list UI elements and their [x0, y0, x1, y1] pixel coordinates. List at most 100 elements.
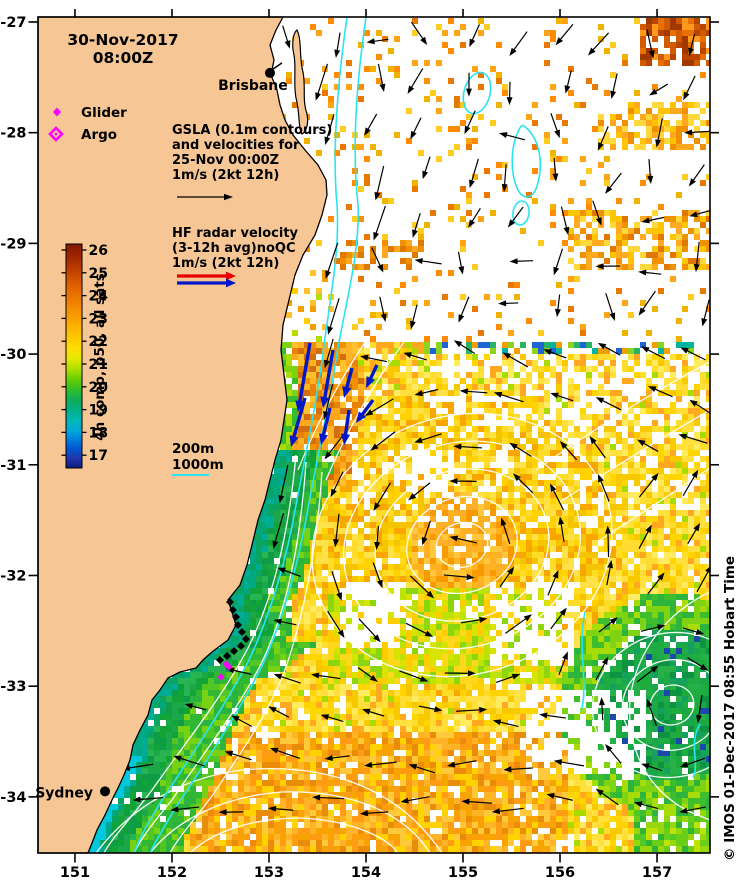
bathymetry-loop [462, 71, 492, 115]
velocity-arrow [597, 342, 607, 350]
velocity-arrow [400, 797, 409, 804]
sst-cells [190, 732, 568, 853]
sst-cells [292, 18, 706, 336]
velocity-arrow [495, 807, 524, 813]
velocity-arrow [470, 158, 479, 185]
velocity-arrow [695, 241, 700, 269]
velocity-arrow [562, 651, 568, 661]
velocity-arrow [506, 97, 513, 106]
velocity-arrow [231, 715, 240, 722]
colorbar-tick-label: 17 [89, 448, 108, 464]
sst-cells [568, 210, 710, 270]
glider-track-point [230, 647, 238, 655]
velocity-arrow [368, 398, 394, 415]
velocity-arrow [607, 529, 610, 558]
velocity-arrow [555, 37, 563, 46]
glider-track-point [232, 613, 240, 621]
velocity-arrow [405, 622, 430, 636]
sst-cells [196, 732, 568, 853]
velocity-arrow [509, 47, 517, 56]
velocity-arrow [170, 806, 179, 813]
colorbar: 26 25 24 23 22 21 20 19 18 17 4h comp, p50, all s… [61, 243, 109, 469]
velocity-arrow [563, 226, 570, 236]
velocity-arrow [550, 392, 559, 399]
velocity-arrow [364, 761, 373, 768]
velocity-arrow [315, 92, 322, 101]
velocity-arrow [609, 617, 618, 625]
hf-radar-arrow [366, 376, 375, 388]
lon-tick-label: 151 [60, 865, 90, 881]
warm-eddy-contour [374, 468, 550, 622]
velocity-arrow [641, 217, 650, 224]
velocity-arrow [502, 352, 512, 359]
velocity-arrow [595, 788, 604, 796]
velocity-arrow [409, 68, 424, 91]
velocity-arrow [605, 744, 613, 753]
velocity-arrow [422, 170, 429, 180]
velocity-arrow [511, 673, 521, 680]
velocity-arrow [136, 797, 164, 801]
colorbar-tick-label: 24 [89, 289, 109, 305]
velocity-arrow [679, 807, 688, 814]
velocity-arrow [501, 183, 508, 193]
velocity-arrow [491, 808, 501, 815]
velocity-arrow [328, 298, 340, 332]
sst-cells [562, 600, 710, 816]
velocity-arrow [268, 805, 277, 812]
lat-tick-label: -27 [0, 15, 26, 31]
gsla-line3: 25-Nov 00:00Z [172, 153, 279, 168]
velocity-arrow [651, 472, 659, 482]
sst-cells [634, 816, 700, 853]
velocity-arrow [364, 127, 371, 136]
velocity-arrow [324, 451, 332, 460]
velocity-arrow [505, 616, 530, 634]
velocity-arrow [564, 85, 571, 94]
bathymetry-loop [512, 200, 530, 226]
hf-radar-arrow [289, 435, 299, 447]
velocity-arrow [589, 436, 597, 445]
velocity-arrow [399, 670, 425, 681]
depth-1000m-label: 1000m [172, 457, 224, 473]
hf-legend: HF radar velocity (3-12h avg)noQC 1m/s (… [172, 226, 299, 271]
velocity-arrow [326, 433, 345, 457]
argo-legend-icon [48, 126, 64, 142]
velocity-arrow [176, 756, 205, 767]
velocity-arrow [679, 761, 689, 768]
velocity-arrow [458, 266, 465, 275]
velocity-arrow [370, 443, 379, 451]
velocity-arrow [605, 293, 615, 318]
warm-eddy-contour [311, 412, 613, 678]
velocity-arrow [273, 513, 285, 546]
velocity-arrow [509, 442, 518, 450]
hf-radar-arrow [297, 342, 312, 407]
lon-tick-label: 154 [351, 865, 381, 881]
glider-track-point [238, 628, 246, 636]
velocity-arrow [682, 472, 697, 497]
date-line1: 30-Nov-2017 [67, 31, 178, 49]
sst-cells [574, 600, 710, 816]
velocity-arrow [466, 574, 475, 580]
velocity-arrow [374, 541, 381, 551]
velocity-arrow [334, 49, 341, 58]
colorbar-tick-label: 25 [89, 266, 108, 282]
velocity-arrow [469, 179, 475, 189]
sst-cells [634, 810, 710, 853]
velocity-arrow [543, 349, 552, 355]
velocity-arrow [369, 674, 378, 682]
sst-cells [334, 588, 562, 684]
hf-scale-arrow-red [226, 271, 236, 281]
legend-scale-arrows [177, 193, 236, 288]
velocity-arrow [403, 352, 412, 358]
sst-cells [304, 390, 622, 702]
velocity-arrow [360, 354, 369, 361]
velocity-arrow [696, 714, 702, 724]
velocity-arrow [316, 63, 328, 98]
bathymetry-line [692, 723, 701, 779]
velocity-arrow [599, 398, 622, 411]
sst-cells [94, 450, 292, 853]
velocity-arrow [409, 320, 416, 330]
velocity-arrow [557, 760, 585, 767]
velocity-arrow [408, 764, 418, 770]
argo-float-marker [217, 673, 225, 681]
velocity-arrow [492, 719, 502, 726]
